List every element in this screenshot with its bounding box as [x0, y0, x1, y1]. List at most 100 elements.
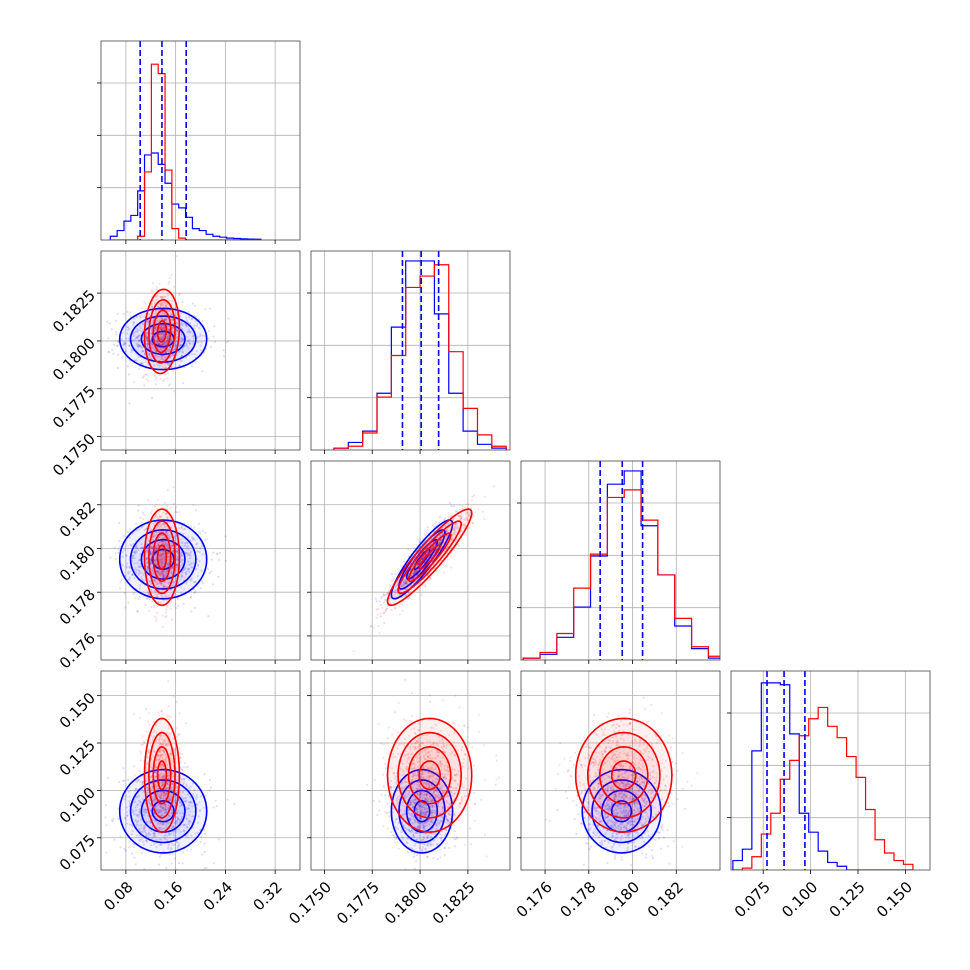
scatter-point [158, 855, 161, 858]
scatter-point [412, 572, 415, 575]
scatter-point [166, 371, 170, 374]
scatter-point [166, 595, 169, 598]
scatter-point [164, 356, 167, 360]
scatter-point [161, 336, 164, 339]
panel-frame [520, 460, 721, 661]
scatter-point [188, 342, 191, 345]
scatter-point [175, 550, 179, 553]
scatter-point [163, 524, 166, 527]
scatter-point [150, 289, 153, 292]
histogram-red [522, 489, 720, 660]
contour-blue [140, 322, 186, 356]
scatter-point [122, 331, 125, 334]
scatter-point [158, 558, 161, 561]
scatter-point [153, 549, 157, 552]
scatter-point [377, 607, 380, 611]
scatter-point [137, 356, 140, 359]
scatter-point [461, 505, 464, 508]
scatter-point [153, 375, 156, 378]
scatter-point [200, 569, 203, 572]
scatter-point [135, 522, 138, 525]
scatter-point [160, 563, 163, 566]
scatter-point [159, 295, 162, 299]
scatter-point [159, 556, 163, 559]
scatter-point [160, 363, 164, 366]
scatter-point [182, 571, 185, 574]
scatter-point [147, 379, 150, 382]
scatter-point [180, 558, 183, 562]
scatter-point [98, 803, 100, 805]
scatter-point [161, 304, 165, 307]
scatter-point [143, 300, 146, 304]
scatter-point [155, 617, 158, 620]
scatter-point [227, 340, 230, 343]
scatter-point [200, 545, 204, 548]
scatter-point [154, 559, 158, 563]
scatter-point [138, 339, 142, 342]
scatter-point [409, 597, 412, 600]
scatter-point [160, 554, 163, 557]
scatter-point [162, 570, 165, 573]
scatter-point [192, 581, 195, 584]
scatter-point [123, 341, 126, 344]
scatter-point [123, 548, 126, 551]
scatter-point [156, 543, 159, 546]
scatter-point [150, 550, 153, 553]
scatter-point [153, 349, 157, 353]
scatter-point [211, 558, 214, 561]
scatter-point [175, 329, 179, 332]
scatter-point [117, 780, 121, 784]
scatter-point [136, 337, 139, 340]
scatter-point [131, 573, 135, 576]
scatter-point [418, 540, 421, 543]
scatter-point [122, 342, 125, 346]
scatter-point [139, 553, 142, 556]
scatter-point [176, 330, 179, 333]
scatter-point [160, 582, 163, 585]
scatter-point [98, 595, 100, 597]
scatter-point [184, 551, 188, 554]
scatter-point [148, 580, 151, 583]
scatter-point [164, 544, 167, 547]
scatter-point [212, 862, 216, 865]
scatter-point [161, 533, 164, 537]
scatter-point [163, 343, 166, 346]
scatter-point [137, 597, 140, 601]
scatter-point [151, 535, 154, 538]
scatter-point [154, 354, 157, 357]
scatter-point [180, 340, 183, 344]
scatter-point [123, 591, 127, 595]
scatter-point [186, 542, 189, 545]
scatter-point [161, 318, 164, 321]
scatter-point [430, 546, 433, 550]
scatter-point [203, 842, 206, 845]
scatter-point [402, 581, 405, 585]
scatter-point [140, 307, 144, 310]
scatter-point [198, 546, 201, 550]
scatter-point [164, 350, 167, 353]
scatter-point [163, 341, 166, 344]
scatter-point [95, 805, 97, 807]
scatter-point [181, 300, 184, 304]
scatter-point [168, 346, 171, 349]
scatter-point [200, 547, 203, 550]
scatter-point [156, 595, 159, 598]
scatter-point [166, 349, 169, 352]
scatter-point [74, 331, 76, 333]
scatter-point [155, 513, 158, 516]
scatter-point [188, 330, 191, 333]
scatter-point [180, 326, 183, 329]
scatter-point [159, 515, 162, 518]
scatter-point [119, 835, 122, 838]
scatter-point [149, 341, 153, 344]
scatter-point [134, 545, 138, 548]
scatter-point [166, 337, 170, 340]
scatter-point [184, 356, 188, 359]
scatter-point [170, 312, 174, 316]
scatter-point [160, 572, 164, 575]
scatter-point [160, 327, 163, 330]
scatter-point [160, 557, 163, 560]
scatter-point [168, 383, 172, 386]
scatter-point [208, 778, 212, 782]
scatter-point [468, 526, 471, 529]
